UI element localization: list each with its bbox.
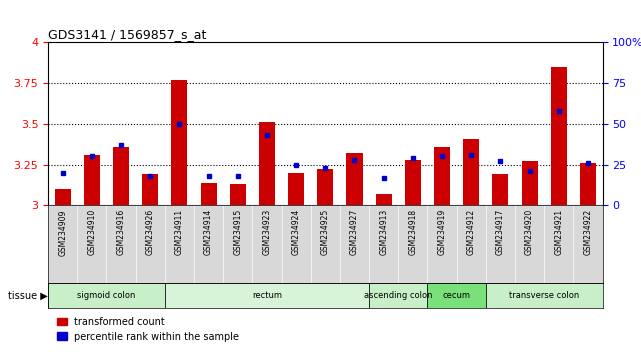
Bar <box>259 122 275 205</box>
Text: GSM234919: GSM234919 <box>438 209 447 256</box>
Text: GSM234926: GSM234926 <box>146 209 154 256</box>
Bar <box>376 194 392 205</box>
Text: rectum: rectum <box>252 291 282 300</box>
Bar <box>347 153 363 205</box>
Bar <box>551 67 567 205</box>
Text: GSM234927: GSM234927 <box>350 209 359 256</box>
Bar <box>229 184 246 205</box>
Bar <box>171 80 187 205</box>
Bar <box>48 283 165 308</box>
Text: GSM234909: GSM234909 <box>58 209 67 256</box>
Text: GSM234913: GSM234913 <box>379 209 388 256</box>
Bar <box>428 283 486 308</box>
Text: GSM234921: GSM234921 <box>554 209 563 255</box>
Text: GSM234912: GSM234912 <box>467 209 476 255</box>
Text: GSM234916: GSM234916 <box>117 209 126 256</box>
Text: GSM234911: GSM234911 <box>175 209 184 255</box>
Text: GDS3141 / 1569857_s_at: GDS3141 / 1569857_s_at <box>48 28 206 41</box>
Bar <box>369 283 428 308</box>
Bar <box>317 170 333 205</box>
Bar <box>165 283 369 308</box>
Text: tissue ▶: tissue ▶ <box>8 291 47 301</box>
Bar <box>142 175 158 205</box>
Text: cecum: cecum <box>443 291 470 300</box>
Bar <box>113 147 129 205</box>
Bar <box>580 163 596 205</box>
Text: GSM234917: GSM234917 <box>496 209 505 256</box>
Bar <box>486 283 603 308</box>
Text: GSM234915: GSM234915 <box>233 209 242 256</box>
Text: transverse colon: transverse colon <box>509 291 579 300</box>
Legend: transformed count, percentile rank within the sample: transformed count, percentile rank withi… <box>53 313 243 346</box>
Text: GSM234910: GSM234910 <box>87 209 96 256</box>
Text: GSM234923: GSM234923 <box>262 209 271 256</box>
Bar <box>288 173 304 205</box>
Text: GSM234922: GSM234922 <box>583 209 592 255</box>
Bar <box>463 138 479 205</box>
Bar <box>492 175 508 205</box>
Bar <box>54 189 71 205</box>
Text: GSM234918: GSM234918 <box>408 209 417 255</box>
Text: sigmoid colon: sigmoid colon <box>78 291 136 300</box>
Bar <box>434 147 450 205</box>
Text: GSM234924: GSM234924 <box>292 209 301 256</box>
Text: GSM234914: GSM234914 <box>204 209 213 256</box>
Text: ascending colon: ascending colon <box>364 291 433 300</box>
Bar <box>405 160 421 205</box>
Text: GSM234925: GSM234925 <box>320 209 330 256</box>
Text: GSM234920: GSM234920 <box>525 209 534 256</box>
Bar <box>84 155 100 205</box>
Bar <box>201 183 217 205</box>
Bar <box>522 161 538 205</box>
